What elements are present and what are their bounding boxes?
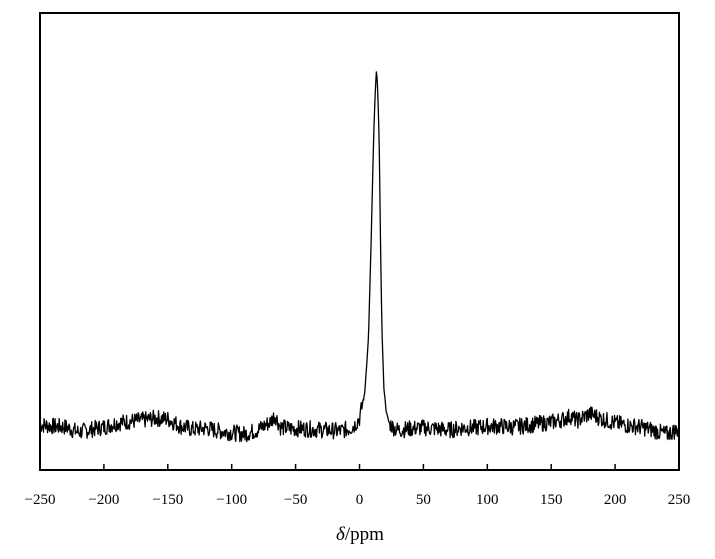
spectrum-line [39,71,680,443]
x-axis-title-symbol: δ [336,524,346,545]
x-axis-tick-labels: −250 −200 −150 −100 −50 0 50 100 150 200 250 [25,492,691,508]
x-tick-label: −150 [152,492,183,508]
plot-frame [39,12,680,471]
x-axis-ticks [39,464,680,470]
x-tick-label: −100 [216,492,247,508]
x-tick-label: 250 [668,492,691,508]
x-tick-label: 200 [604,492,627,508]
x-tick-label: 100 [476,492,499,508]
x-axis-title: δ/ppm [336,524,384,545]
x-tick-label: 0 [356,492,364,508]
x-tick-label: 150 [540,492,563,508]
spectrum-series [39,71,680,443]
x-tick-label: −250 [25,492,56,508]
x-axis-title-unit: /ppm [345,524,384,545]
x-tick-label: 50 [416,492,431,508]
x-tick-label: −50 [284,492,307,508]
x-tick-label: −200 [88,492,119,508]
